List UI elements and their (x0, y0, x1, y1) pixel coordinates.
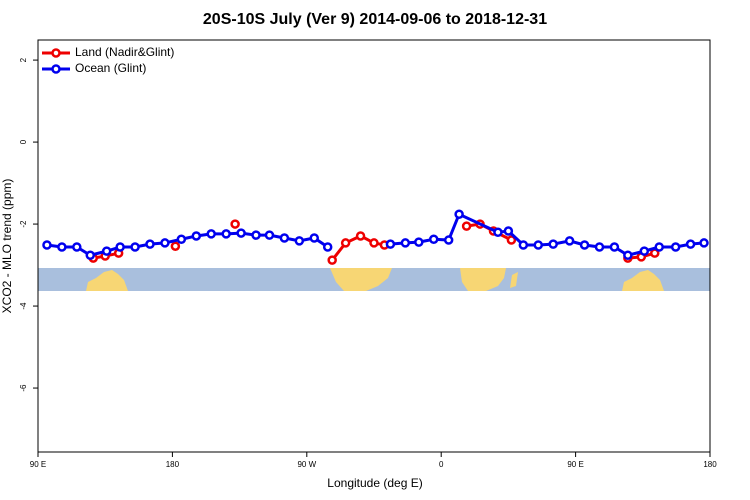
series-line (46, 212, 705, 257)
data-point (251, 230, 261, 240)
data-point (685, 239, 696, 249)
land-shape (86, 270, 128, 291)
data-point (170, 241, 181, 251)
data-point (355, 231, 366, 241)
x-tick-label: 0 (439, 460, 444, 469)
data-point (327, 255, 337, 265)
land-shape (330, 268, 392, 291)
x-tick-label: 180 (166, 460, 180, 469)
data-point (400, 238, 411, 248)
data-point (443, 235, 454, 245)
data-point (85, 250, 96, 260)
data-point (340, 238, 351, 248)
data-point (533, 240, 544, 250)
data-point (548, 239, 558, 249)
legend-marker (51, 48, 61, 58)
x-axis-label: Longitude (deg E) (327, 476, 422, 490)
data-point (461, 221, 472, 231)
data-point (385, 239, 396, 249)
data-point (506, 235, 517, 245)
data-point (206, 229, 216, 239)
data-point (160, 238, 170, 248)
data-point (609, 242, 620, 252)
data-point (230, 219, 240, 229)
data-point (670, 242, 681, 252)
data-point (57, 242, 67, 252)
land-shape (622, 270, 664, 291)
data-point (279, 233, 290, 243)
legend-label: Ocean (Glint) (75, 61, 146, 75)
x-tick-label: 90 W (297, 460, 316, 469)
data-point (699, 238, 709, 248)
data-point (309, 233, 320, 243)
data-point (176, 234, 187, 244)
data-point (236, 228, 246, 238)
x-tick-label: 180 (703, 460, 717, 469)
y-axis-label: XCO2 - MLO trend (ppm) (0, 179, 14, 314)
data-point (72, 242, 82, 252)
map-strip (38, 268, 710, 291)
data-point (428, 234, 439, 244)
data-point (369, 238, 379, 248)
data-point (493, 227, 503, 238)
data-point (654, 242, 664, 252)
data-point (191, 231, 202, 241)
data-point (42, 240, 52, 250)
data-point (594, 242, 605, 252)
land-shape (460, 268, 506, 291)
data-point (115, 242, 125, 252)
data-point (145, 239, 155, 249)
data-point (101, 246, 112, 256)
land-shape (510, 272, 518, 288)
data-point (639, 246, 650, 256)
data-point (130, 242, 140, 252)
x-tick-label: 90 E (567, 460, 583, 469)
data-point (579, 240, 590, 250)
data-point (264, 230, 275, 240)
legend-marker (51, 64, 61, 74)
x-tick-label: 90 E (30, 460, 46, 469)
data-point (221, 229, 231, 239)
chart-title: 20S-10S July (Ver 9) 2014-09-06 to 2018-… (203, 11, 547, 28)
data-point (294, 236, 305, 246)
y-tick-label: -4 (19, 302, 28, 310)
y-tick-label: -2 (19, 220, 28, 228)
data-point (322, 242, 333, 252)
y-tick-label: 2 (19, 57, 28, 62)
data-point (454, 209, 464, 219)
data-point (518, 240, 529, 250)
y-tick-label: 0 (19, 139, 28, 144)
data-point (623, 250, 633, 260)
data-point (503, 226, 514, 236)
plot-frame (37, 39, 711, 453)
data-point (564, 236, 575, 246)
data-point (414, 237, 424, 247)
legend-label: Land (Nadir&Glint) (75, 45, 174, 59)
y-tick-label: -6 (19, 384, 28, 392)
